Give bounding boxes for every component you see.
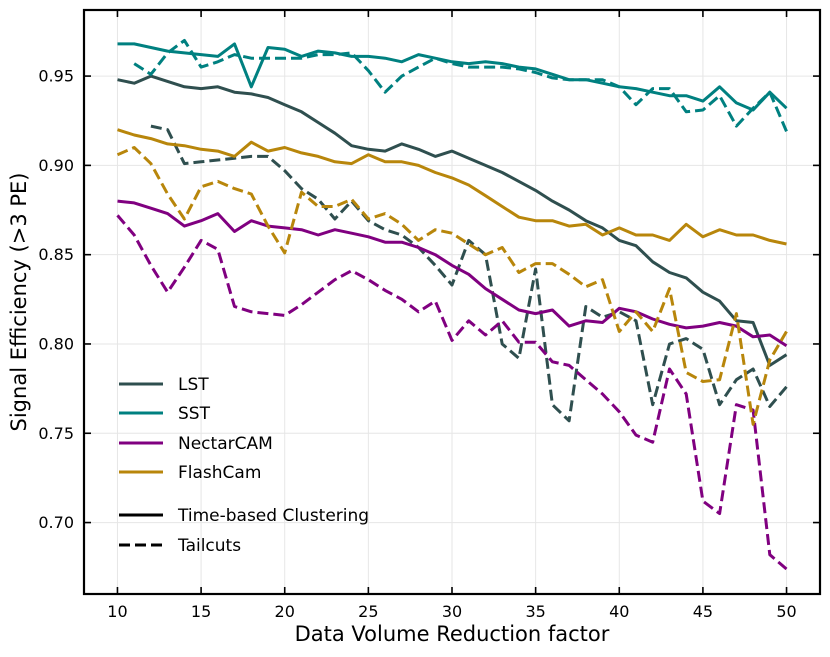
series-nectarcam-tailcuts: [116, 214, 788, 571]
series-lst-tailcuts: [150, 124, 788, 423]
y-tick-label: 0.90: [38, 156, 74, 175]
legend-label-time-based-clustering: Time-based Clustering: [177, 506, 369, 526]
y-axis-title: Signal Efficiency (>3 PE): [7, 173, 31, 432]
legend-label-flashcam: FlashCam: [178, 463, 261, 483]
y-tick-labels: 0.70 0.75 0.80 0.85 0.90 0.95: [38, 67, 74, 532]
y-tick-label: 0.85: [38, 245, 74, 264]
legend-label-lst: LST: [178, 375, 209, 395]
series-nectarcam-time-based-clustering: [117, 199, 788, 348]
x-tick-label: 20: [275, 602, 295, 621]
y-tick-label: 0.75: [38, 424, 74, 443]
series-flashcam-time-based-clustering: [117, 128, 787, 246]
x-tick-labels: 10 15 20 25 30 35 40 45 50: [107, 602, 796, 621]
y-tick-label: 0.95: [38, 67, 74, 86]
y-tick-label: 0.70: [38, 513, 74, 532]
legend: LST SST NectarCAM FlashCam Time-based Cl…: [119, 375, 369, 556]
series-flashcam-tailcuts: [116, 146, 788, 426]
x-tick-label: 10: [107, 602, 127, 621]
x-tick-label: 30: [442, 602, 462, 621]
series-sst-tailcuts: [133, 38, 788, 132]
series-lines: [116, 38, 788, 571]
x-tick-label: 40: [609, 602, 629, 621]
legend-label-sst: SST: [178, 404, 211, 424]
grid: [84, 10, 820, 594]
x-tick-label: 15: [191, 602, 211, 621]
x-tick-label: 50: [776, 602, 796, 621]
legend-label-nectarcam: NectarCAM: [178, 434, 273, 454]
legend-label-tailcuts: Tailcuts: [177, 536, 241, 556]
x-tick-label: 35: [525, 602, 545, 621]
x-tick-label: 25: [358, 602, 378, 621]
series-lst-time-based-clustering: [117, 74, 788, 367]
y-tick-label: 0.80: [38, 334, 74, 353]
x-tick-label: 45: [693, 602, 713, 621]
axis-ticks: [84, 10, 820, 594]
x-axis-title: Data Volume Reduction factor: [295, 622, 610, 646]
